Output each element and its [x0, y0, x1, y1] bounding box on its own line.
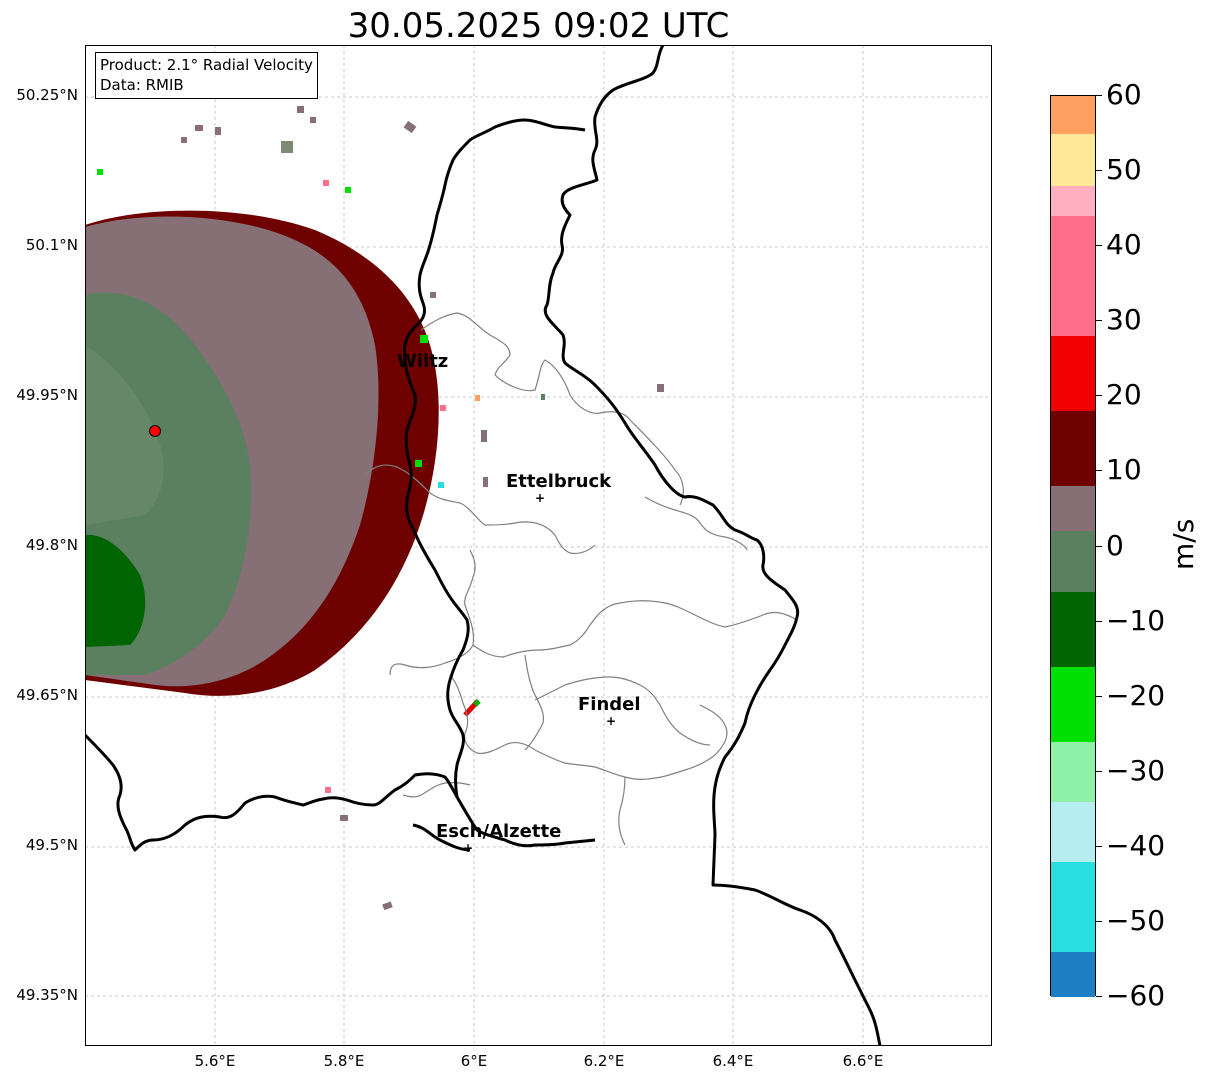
colorbar-segment	[1051, 216, 1095, 277]
city-marker-esch-alzette: +	[463, 841, 474, 855]
colorbar-tick-label: 0	[1106, 528, 1124, 562]
colorbar-segment	[1051, 133, 1095, 187]
colorbar-tick-label: −20	[1106, 678, 1166, 712]
lat-tick-label: 50.25°N	[16, 86, 78, 104]
canton-boundaries	[364, 312, 798, 846]
lon-tick-label: 6°E	[460, 1052, 488, 1070]
info-box: Product: 2.1° Radial Velocity Data: RMIB	[95, 52, 318, 99]
radar-map	[85, 45, 992, 1046]
echo-speckles	[97, 106, 664, 911]
colorbar-segment	[1051, 186, 1095, 217]
colorbar-tick-label: −60	[1106, 979, 1166, 1012]
country-borders	[85, 45, 882, 1046]
product-text: Product: 2.1° Radial Velocity	[100, 56, 313, 74]
colorbar-tick-label: −30	[1106, 753, 1166, 787]
lat-tick-label: 49.65°N	[16, 686, 78, 704]
colorbar-tick-label: −40	[1106, 828, 1166, 862]
echo-gray-green-sector	[85, 345, 164, 525]
map-title: 30.05.2025 09:02 UTC	[347, 6, 730, 46]
colorbar-tick	[1096, 95, 1102, 96]
source-text: Data: RMIB	[100, 76, 184, 94]
colorbar-tick-label: 20	[1106, 378, 1142, 412]
colorbar-segment	[1051, 276, 1095, 337]
colorbar-tick	[1096, 245, 1102, 247]
lat-tick-label: 49.95°N	[16, 386, 78, 404]
colorbar-tick-label: 10	[1106, 453, 1142, 487]
lon-tick-label: 6.2°E	[583, 1052, 625, 1070]
colorbar-tick	[1096, 545, 1102, 547]
colorbar-tick-label: 30	[1106, 303, 1142, 337]
colorbar-segment	[1051, 666, 1095, 742]
city-label-esch-alzette: Esch/Alzette	[436, 821, 562, 842]
colorbar-segment	[1051, 741, 1095, 802]
colorbar-segment	[1051, 336, 1095, 412]
echo-dark-green	[85, 534, 146, 647]
colorbar-tick	[1096, 170, 1102, 172]
city-label-findel: Findel	[578, 694, 641, 715]
lon-tick-label: 5.6°E	[194, 1052, 236, 1070]
lon-tick-label: 5.8°E	[323, 1052, 365, 1070]
colorbar-tick-label: 50	[1106, 153, 1142, 187]
city-label-ettelbruck: Ettelbruck	[506, 471, 612, 492]
colorbar	[1050, 95, 1096, 997]
colorbar-segment	[1051, 591, 1095, 667]
lat-tick-label: 50.1°N	[25, 236, 78, 254]
lat-tick-label: 49.35°N	[16, 986, 78, 1004]
colorbar-tick-label: −10	[1106, 603, 1166, 637]
colorbar-tick-label: 60	[1106, 78, 1142, 111]
radar-site-marker	[149, 425, 161, 437]
radar-echo-field	[85, 106, 664, 911]
colorbar-segment	[1051, 486, 1095, 532]
colorbar-tick	[1096, 470, 1102, 472]
colorbar-segment	[1051, 861, 1095, 952]
colorbar-segment	[1051, 801, 1095, 862]
lon-tick-label: 6.4°E	[712, 1052, 754, 1070]
city-marker-findel: +	[606, 714, 617, 728]
city-marker-ettelbruck: +	[535, 491, 546, 505]
colorbar-tick	[1096, 996, 1102, 997]
map-canvas	[85, 45, 992, 1046]
lat-tick-label: 49.5°N	[25, 836, 78, 854]
colorbar-tick-label: −50	[1106, 903, 1166, 937]
colorbar-tick	[1096, 770, 1102, 772]
colorbar-unit-label: m/s	[1167, 518, 1200, 570]
colorbar-tick	[1096, 920, 1102, 922]
colorbar-tick	[1096, 695, 1102, 697]
colorbar-tick	[1096, 845, 1102, 847]
colorbar-tick	[1096, 395, 1102, 397]
colorbar-segment	[1051, 411, 1095, 487]
lat-tick-label: 49.8°N	[25, 536, 78, 554]
city-label-wiltz: Wiltz	[397, 351, 449, 372]
colorbar-tick	[1096, 320, 1102, 322]
colorbar-segment	[1051, 96, 1095, 134]
colorbar-segment	[1051, 951, 1095, 997]
colorbar-tick	[1096, 620, 1102, 622]
lon-tick-label: 6.6°E	[842, 1052, 884, 1070]
colorbar-segment	[1051, 531, 1095, 592]
colorbar-tick-label: 40	[1106, 228, 1142, 262]
